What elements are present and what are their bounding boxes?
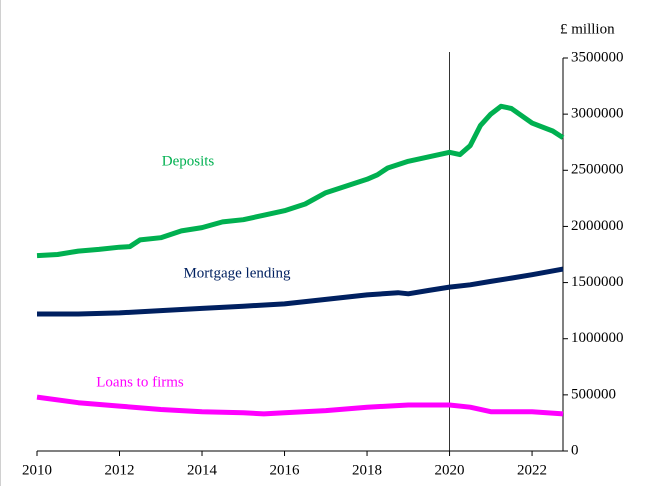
series-label: Deposits — [162, 153, 215, 169]
y-tick-label: 1000000 — [571, 330, 624, 346]
series-line — [36, 103, 565, 259]
y-axis-label: £ million — [560, 21, 615, 37]
x-tick-label: 2012 — [105, 462, 135, 478]
y-tick-label: 3500000 — [571, 49, 624, 65]
y-tick-label: 2000000 — [571, 218, 624, 234]
x-tick-label: 2014 — [187, 462, 218, 478]
series-line — [36, 394, 564, 417]
x-tick-label: 2022 — [517, 462, 547, 478]
y-tick-label: 2500000 — [571, 162, 624, 178]
series-line — [37, 266, 564, 317]
y-tick-label: 500000 — [571, 386, 616, 402]
x-tick-label: 2018 — [352, 462, 382, 478]
x-tick-label: 2016 — [270, 462, 301, 478]
x-tick-label: 2020 — [435, 462, 465, 478]
series-label: Loans to firms — [96, 374, 184, 390]
y-tick-label: 3000000 — [571, 106, 624, 122]
x-tick-label: 2010 — [22, 462, 52, 478]
y-tick-label: 0 — [571, 442, 579, 458]
y-tick-label: 1500000 — [571, 274, 624, 290]
series-label: Mortgage lending — [183, 265, 291, 281]
